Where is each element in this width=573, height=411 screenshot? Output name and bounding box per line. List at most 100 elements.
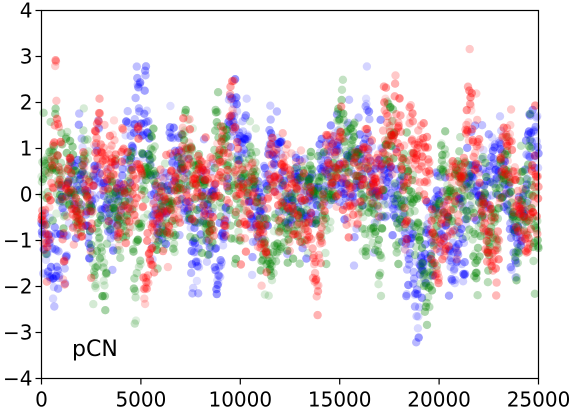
data-point-s2 bbox=[246, 210, 254, 218]
data-point-s2 bbox=[447, 206, 455, 214]
y-tick-label: −2 bbox=[3, 275, 32, 299]
data-point-s1 bbox=[482, 173, 490, 181]
data-point-s2 bbox=[224, 142, 232, 150]
data-point-s1 bbox=[326, 218, 334, 226]
data-point-s1 bbox=[132, 316, 140, 324]
data-point-s0 bbox=[216, 273, 224, 281]
data-point-s0 bbox=[415, 333, 423, 341]
data-point-s2 bbox=[501, 189, 509, 197]
data-point-s2 bbox=[232, 208, 240, 216]
data-point-s2 bbox=[487, 205, 495, 213]
data-point-s1 bbox=[149, 125, 157, 133]
data-point-s2 bbox=[55, 123, 63, 131]
data-point-s1 bbox=[170, 248, 178, 256]
data-point-s2 bbox=[337, 102, 345, 110]
data-point-s2 bbox=[494, 227, 502, 235]
data-point-s2 bbox=[422, 196, 430, 204]
data-point-s2 bbox=[124, 148, 132, 156]
data-point-s0 bbox=[388, 231, 396, 239]
data-point-s2 bbox=[504, 157, 512, 165]
data-point-s2 bbox=[314, 281, 322, 289]
data-point-s2 bbox=[90, 181, 98, 189]
data-point-s1 bbox=[362, 252, 370, 260]
data-point-s2 bbox=[426, 170, 434, 178]
data-point-s2 bbox=[375, 212, 383, 220]
data-point-s1 bbox=[101, 306, 109, 314]
data-point-s2 bbox=[340, 134, 348, 142]
data-point-s2 bbox=[104, 185, 112, 193]
data-point-s2 bbox=[531, 151, 539, 159]
data-point-s1 bbox=[473, 291, 481, 299]
data-point-s0 bbox=[141, 87, 149, 95]
data-point-s0 bbox=[131, 94, 139, 102]
data-point-s2 bbox=[86, 190, 94, 198]
data-point-s1 bbox=[394, 260, 402, 268]
data-point-s2 bbox=[137, 191, 145, 199]
data-point-s2 bbox=[519, 185, 527, 193]
data-point-s2 bbox=[230, 77, 238, 85]
data-point-s0 bbox=[244, 132, 252, 140]
data-point-s2 bbox=[476, 143, 484, 151]
data-point-s2 bbox=[398, 165, 406, 173]
data-point-s1 bbox=[265, 292, 273, 300]
data-point-s2 bbox=[88, 208, 96, 216]
data-point-s0 bbox=[136, 78, 144, 86]
data-point-s2 bbox=[215, 192, 223, 200]
data-point-s2 bbox=[61, 256, 69, 264]
data-point-s2 bbox=[467, 106, 475, 114]
data-point-s2 bbox=[160, 182, 168, 190]
data-point-s2 bbox=[475, 169, 483, 177]
data-point-s1 bbox=[272, 257, 280, 265]
data-point-s1 bbox=[148, 133, 156, 141]
data-point-s1 bbox=[204, 251, 212, 259]
data-point-s2 bbox=[424, 143, 432, 151]
data-point-s2 bbox=[100, 121, 108, 129]
data-point-s2 bbox=[105, 217, 113, 225]
data-point-s2 bbox=[118, 157, 126, 165]
data-point-s2 bbox=[234, 144, 242, 152]
data-point-s1 bbox=[268, 276, 276, 284]
x-tick-label: 0 bbox=[35, 388, 48, 411]
data-point-s2 bbox=[225, 153, 233, 161]
data-point-s2 bbox=[472, 89, 480, 97]
data-point-s1 bbox=[416, 236, 424, 244]
data-point-s2 bbox=[506, 121, 514, 129]
data-point-s2 bbox=[361, 176, 369, 184]
data-point-s2 bbox=[382, 84, 390, 92]
data-point-s2 bbox=[110, 116, 118, 124]
data-point-s2 bbox=[456, 201, 464, 209]
data-point-s2 bbox=[279, 129, 287, 137]
data-point-s2 bbox=[52, 57, 60, 65]
data-point-s2 bbox=[294, 211, 302, 219]
data-point-s0 bbox=[365, 107, 373, 115]
data-point-s2 bbox=[448, 179, 456, 187]
data-point-s1 bbox=[100, 281, 108, 289]
data-point-s0 bbox=[350, 261, 358, 269]
data-point-s2 bbox=[397, 128, 405, 136]
data-point-s0 bbox=[365, 115, 373, 123]
data-point-s2 bbox=[468, 125, 476, 133]
data-point-s2 bbox=[79, 148, 87, 156]
data-point-s2 bbox=[155, 227, 163, 235]
data-point-s1 bbox=[419, 222, 427, 230]
data-point-s2 bbox=[132, 217, 140, 225]
data-point-s0 bbox=[533, 112, 541, 120]
data-point-s1 bbox=[296, 260, 304, 268]
data-point-s2 bbox=[250, 165, 258, 173]
data-point-s2 bbox=[164, 263, 172, 271]
data-point-s0 bbox=[243, 95, 251, 103]
data-point-s2 bbox=[275, 228, 283, 236]
data-point-s2 bbox=[141, 300, 149, 308]
data-point-s2 bbox=[347, 190, 355, 198]
data-point-s2 bbox=[150, 268, 158, 276]
data-point-s0 bbox=[141, 71, 149, 79]
data-point-s2 bbox=[400, 141, 408, 149]
data-point-s2 bbox=[354, 209, 362, 217]
data-point-s0 bbox=[345, 96, 353, 104]
data-point-s2 bbox=[46, 236, 54, 244]
data-point-s0 bbox=[166, 102, 174, 110]
data-point-s2 bbox=[277, 214, 285, 222]
data-point-s2 bbox=[388, 170, 396, 178]
data-point-s1 bbox=[95, 233, 103, 241]
data-point-s2 bbox=[453, 247, 461, 255]
